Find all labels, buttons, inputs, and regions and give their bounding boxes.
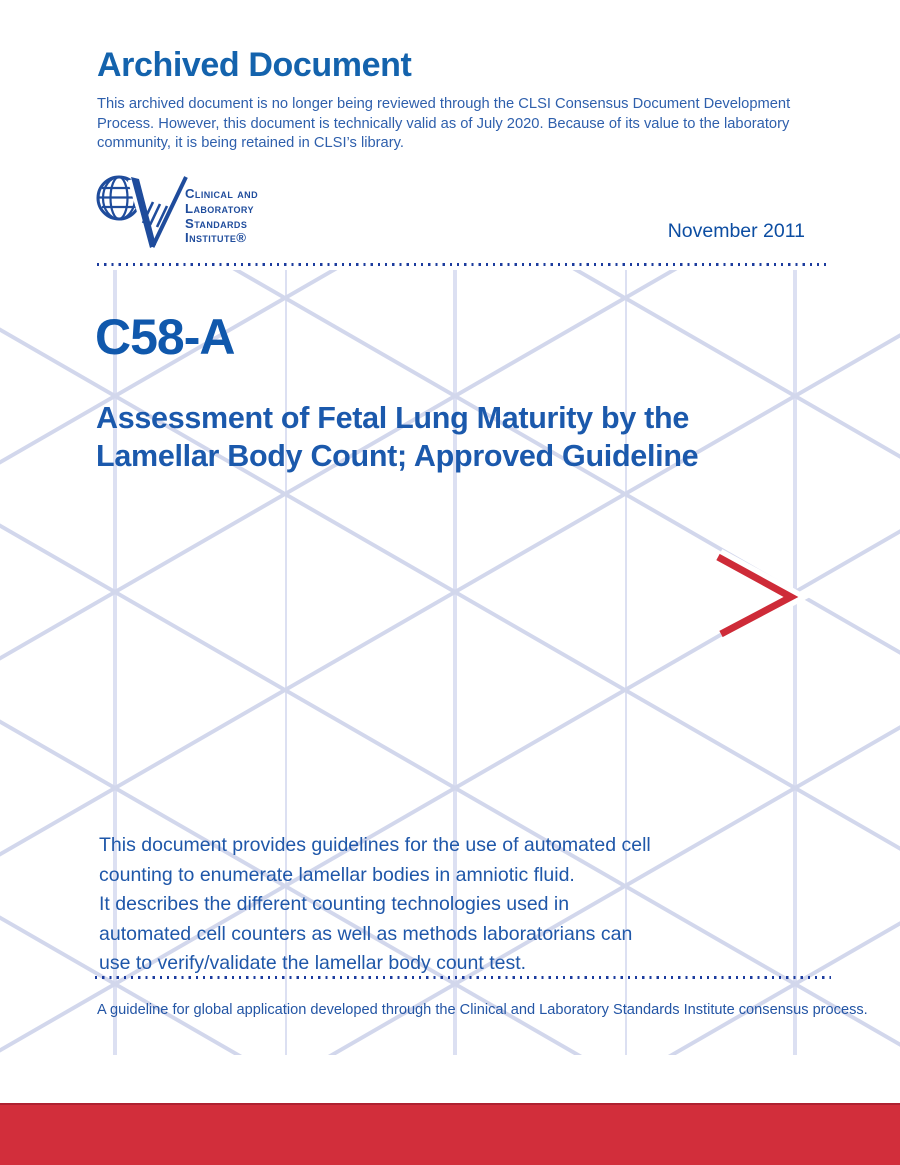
footer-band [0,1103,900,1165]
archived-heading: Archived Document [97,46,412,84]
document-title: Assessment of Fetal Lung Maturity by the… [96,399,699,475]
summary-line: counting to enumerate lamellar bodies in… [99,863,575,886]
logo-line: Laboratory [185,200,254,216]
archived-notice: This archived document is no longer bein… [97,95,790,154]
triangle-grid-pattern [0,270,900,1055]
consensus-tagline: A guideline for global application devel… [97,1002,868,1018]
notice-line: Process. However, this document is techn… [97,115,790,132]
notice-line: community, it is being retained in CLSI’… [97,135,404,151]
logo-line: Institute® [185,230,247,246]
logo-line: Standards [185,215,248,231]
summary-line: This document provides guidelines for th… [99,834,651,856]
document-summary: This document provides guidelines for th… [99,831,651,979]
dotted-divider-top [97,263,826,266]
summary-line: automated cell counters as well as metho… [99,922,633,945]
issue-date: November 2011 [667,220,805,242]
summary-line: use to verify/validate the lamellar body… [99,952,527,974]
clsi-logo-text: Clinical and Laboratory Standards Instit… [185,186,258,246]
chevron-right-icon [713,549,810,642]
notice-line: This archived document is no longer bein… [97,96,791,112]
summary-line: It describes the different counting tech… [99,893,570,915]
title-line: Lamellar Body Count; Approved Guideline [96,439,699,473]
clsi-globe-checkmark-icon [96,174,191,256]
document-code: C58-A [95,309,235,365]
logo-line: Clinical and [185,186,258,201]
dotted-divider-bottom [95,976,831,979]
title-line: Assessment of Fetal Lung Maturity by the [96,401,690,435]
